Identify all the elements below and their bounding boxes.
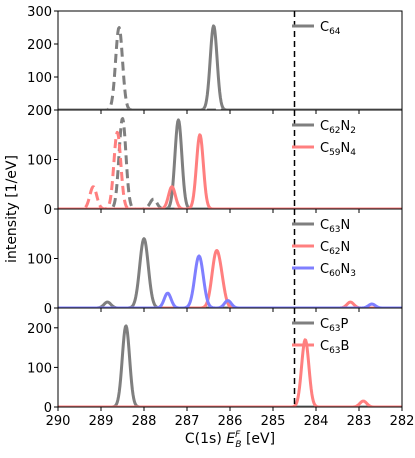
y-tick-label: 0 [44,104,52,119]
series-line-c62n2-dashed [58,117,402,209]
panel-frame [57,307,403,408]
y-tick-label: 0 [44,401,52,416]
panel-frame [57,208,403,309]
x-tick-label: 282 [390,414,415,429]
x-tick-label: 288 [132,414,157,429]
series-line-c63b-solid [58,338,402,407]
legend-label-c62n: C62N [320,240,350,257]
x-axis-title: C(1s) EF B [eV] [185,430,275,450]
y-tick-label: 0 [44,302,52,317]
y-tick-label: 100 [27,253,52,268]
series-line-c64-solid [58,24,402,110]
x-tick-label: 289 [89,414,114,429]
y-tick-label: 200 [27,104,52,119]
legend-label-c64: C64 [320,20,341,37]
x-tick-label: 284 [304,414,329,429]
x-tick-label: 285 [261,414,286,429]
legend-label-c63n: C63N [320,218,350,235]
panel-frame [57,109,403,210]
x-tick-label: 286 [218,414,243,429]
series-line-c64-dashed [58,26,402,110]
x-tick-label: 287 [175,414,200,429]
legend-label-c59n4: C59N4 [320,141,356,158]
series-line-c63p-solid [58,324,402,407]
y-tick-label: 300 [27,5,52,20]
legend-label-c63p: C63P [320,317,349,334]
y-tick-label: 200 [27,322,52,337]
legend-label-c62n2: C62N2 [320,119,356,136]
y-tick-label: 100 [27,361,52,376]
y-tick-label: 100 [27,71,52,86]
legend-label-c60n3: C60N3 [320,262,356,279]
panel-frame [57,10,403,111]
x-tick-label: 283 [347,414,372,429]
y-tick-label: 200 [27,38,52,53]
series-line-c59n4-dashed [58,130,402,209]
series-line-c60n3-solid [58,254,402,308]
y-tick-label: 0 [44,203,52,218]
x-tick-label: 290 [46,414,71,429]
y-axis-title: intensity [1/eV] [4,155,20,263]
y-tick-label: 100 [27,154,52,169]
legend-label-c63b: C63B [320,339,349,356]
series-line-c62n-solid [58,249,402,308]
